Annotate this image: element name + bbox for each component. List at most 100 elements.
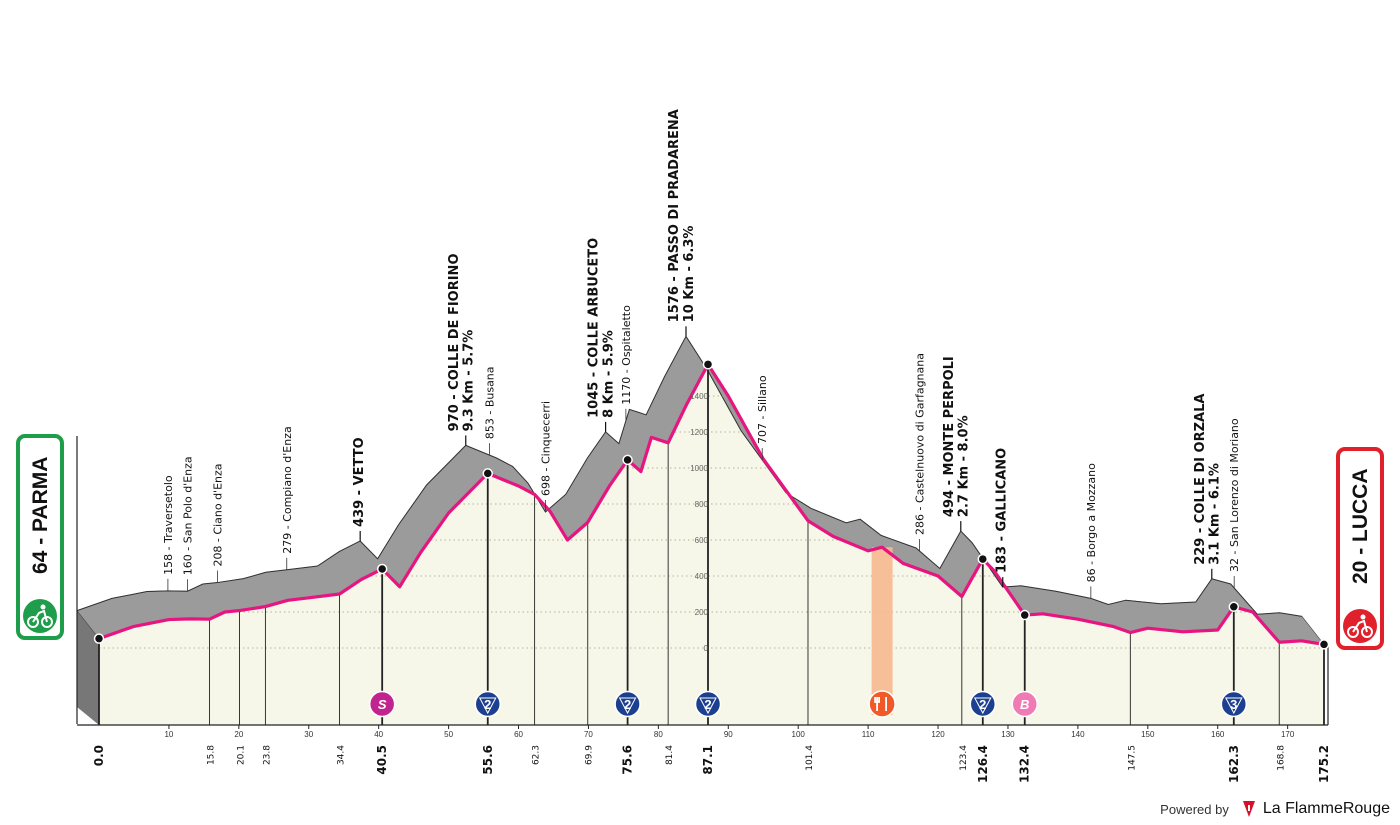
km-tick-label: 120 [931,730,945,739]
route-marker-dot [482,468,494,479]
badge-label: 3 [1230,697,1237,712]
badge-label: 2 [624,697,631,712]
route-line [98,362,1325,646]
cyclist-head [1360,614,1366,620]
climb-label-line: 970 - COLLE DE FIORINO [447,253,462,431]
finish-badge: 20 - LUCCA [1336,447,1384,650]
km-bottom-label: 81.4 [665,745,675,765]
brand-footer: Powered by La FlammeRouge [1160,799,1390,819]
route-polyline [98,362,1325,646]
climb-label-line: 8 Km - 5.9% [602,330,617,418]
elevation-tick-label: 200 [695,608,709,617]
km-bottom-label: 0.0 [92,745,106,766]
start-badge-cyclist-bg [23,599,57,633]
elevation-tick-label: 0 [704,644,709,653]
climb-label-line: 229 - COLLE DI ORZALA [1193,394,1208,565]
finish-badge-label: 20 - LUCCA [1349,468,1372,584]
sprint-badge [368,690,396,718]
town-label-line: 86 - Borgo a Mozzano [1085,463,1098,582]
climb-label: 439 - VETTO [352,437,367,527]
km-tick-label: 90 [724,730,733,739]
cyclist-head [40,604,46,610]
km-bottom-label: 55.6 [481,745,495,775]
km-tick-label: 160 [1211,730,1225,739]
route-marker-dot [622,454,633,466]
category-badges: S 2 2 2 2 B 3 [368,690,1248,718]
finish-badge-label-line: 20 - LUCCA [1349,468,1372,584]
town-label-line: 286 - Castelnuovo di Garfagnana [914,353,927,535]
km-bottom-label: 101.4 [805,745,815,771]
climb-label: 494 - MONTE PERPOLI2.7 Km - 8.0% [942,356,972,517]
finish-badge-cyclist-bg [1343,609,1377,643]
km-tick-label: 110 [862,730,875,739]
finish-badge-frame [1336,447,1384,650]
town-label: 698 - Cinquecerri [539,401,552,496]
town-label-line: 160 - San Polo d'Enza [181,456,194,575]
km-bottom-label: 23.8 [262,745,272,765]
profile-plain-fill [99,364,1324,725]
elevation-tick-label: 1000 [690,464,708,473]
mountain-icon [618,697,637,715]
mountain-icon [1224,697,1243,715]
km-tick-label: 80 [654,730,663,739]
climb-label-line: 1576 - PASSO DI PRADARENA [667,109,682,322]
town-label-line: 279 - Compiano d'Enza [281,426,294,554]
town-label: 158 - Traversetolo [162,475,175,575]
km-tick-label: 20 [234,730,243,739]
badge-label: S [378,697,387,712]
km-bottom-label: 62.3 [532,745,542,765]
badge-label: 2 [704,697,711,712]
town-label-line: 698 - Cinquecerri [539,401,552,496]
climb-label: 183 - GALLICANO [995,448,1010,573]
cyclist-icon [1347,626,1359,638]
profile-left-face [77,610,99,725]
km-bottom-label: 40.5 [375,745,389,775]
mountain-icon [478,697,497,715]
km-bottom-label: 15.8 [206,745,216,765]
fork-knife-icon [874,697,888,711]
cyclist-wheel [41,616,53,628]
route-marker-dot [93,633,105,644]
km-bottom-label: 168.8 [1276,745,1286,771]
km-bottom-label: 132.4 [1018,745,1032,783]
climb-label: 1576 - PASSO DI PRADARENA10 Km - 6.3% [667,109,697,322]
climb-label-line: 2.7 Km - 8.0% [957,415,972,517]
elevation-tick-label: 1400 [690,392,708,401]
km-bottom-label: 147.5 [1127,745,1137,771]
climb-label-line: 1045 - COLLE ARBUCETO [587,238,602,418]
km-bottom-label: 69.9 [585,745,595,765]
plain-area [99,364,1324,725]
start-badge: 64 - PARMA [16,434,64,640]
feed-zone-band [871,547,893,715]
climb-label: 229 - COLLE DI ORZALA3.1 Km - 6.1% [1193,394,1223,565]
climb-label-line: 439 - VETTO [352,437,367,527]
km-axis: 10 20 30 40 50 60 70 80 90 100 110 120 130 140 150 160 1… [76,436,1331,783]
mountain-icon [699,697,717,715]
km-tick-label: 50 [444,730,453,739]
start-badge-frame [16,434,64,640]
start-badge-label: 64 - PARMA [29,457,52,574]
route-marker-dot [702,359,714,370]
km-tick-label: 100 [792,730,806,739]
flamme-rouge-logo-icon [1242,801,1255,817]
town-label-line: 158 - Traversetolo [162,475,175,575]
profile-ridge-line [76,335,1303,617]
route-marker-dot [1228,601,1240,613]
km-tick-label: 140 [1071,730,1085,739]
km-bottom-label: 87.1 [701,745,715,775]
town-label-line: 1170 - Ospitaletto [620,305,633,405]
cyclist-wheel [1361,626,1373,638]
cyclist-body [32,609,48,623]
climb-label-line: 494 - MONTE PERPOLI [942,356,957,517]
town-label-line: 208 - Ciano d'Enza [212,463,225,566]
km-tick-label: 170 [1281,730,1295,739]
route-marker-dot [1019,609,1030,621]
km-tick-label: 40 [374,730,383,739]
badge-label: 2 [484,697,491,712]
town-label-line: 707 - Sillano [756,375,769,444]
climb-label: 1045 - COLLE ARBUCETO8 Km - 5.9% [587,238,617,418]
km-tick-label: 60 [514,730,523,739]
elevation-tick-label: 800 [695,500,709,509]
climb-label-line: 10 Km - 6.3% [682,226,697,323]
km-bottom-label: 162.3 [1227,745,1241,783]
